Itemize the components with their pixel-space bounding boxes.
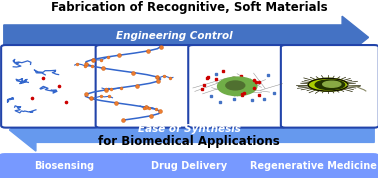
FancyArrow shape	[4, 16, 369, 59]
FancyArrow shape	[9, 109, 374, 151]
FancyBboxPatch shape	[96, 45, 194, 128]
Text: Regenerative Medicine: Regenerative Medicine	[250, 161, 377, 171]
Ellipse shape	[308, 78, 348, 91]
Ellipse shape	[323, 81, 341, 87]
FancyBboxPatch shape	[248, 153, 378, 178]
Text: Biosensing: Biosensing	[34, 161, 94, 171]
Text: Drug Delivery: Drug Delivery	[151, 161, 227, 171]
Text: Engineering Control: Engineering Control	[116, 32, 232, 41]
FancyBboxPatch shape	[1, 45, 99, 128]
Text: Ease of Synthesis: Ease of Synthesis	[138, 124, 240, 134]
Ellipse shape	[315, 80, 345, 90]
Circle shape	[217, 77, 257, 96]
FancyBboxPatch shape	[0, 153, 130, 178]
FancyBboxPatch shape	[188, 45, 286, 128]
Text: Fabrication of Recognitive, Soft Materials: Fabrication of Recognitive, Soft Materia…	[51, 1, 327, 14]
Text: for Biomedical Applications: for Biomedical Applications	[98, 135, 280, 148]
FancyBboxPatch shape	[281, 45, 378, 128]
FancyBboxPatch shape	[123, 153, 255, 178]
Circle shape	[226, 81, 245, 90]
